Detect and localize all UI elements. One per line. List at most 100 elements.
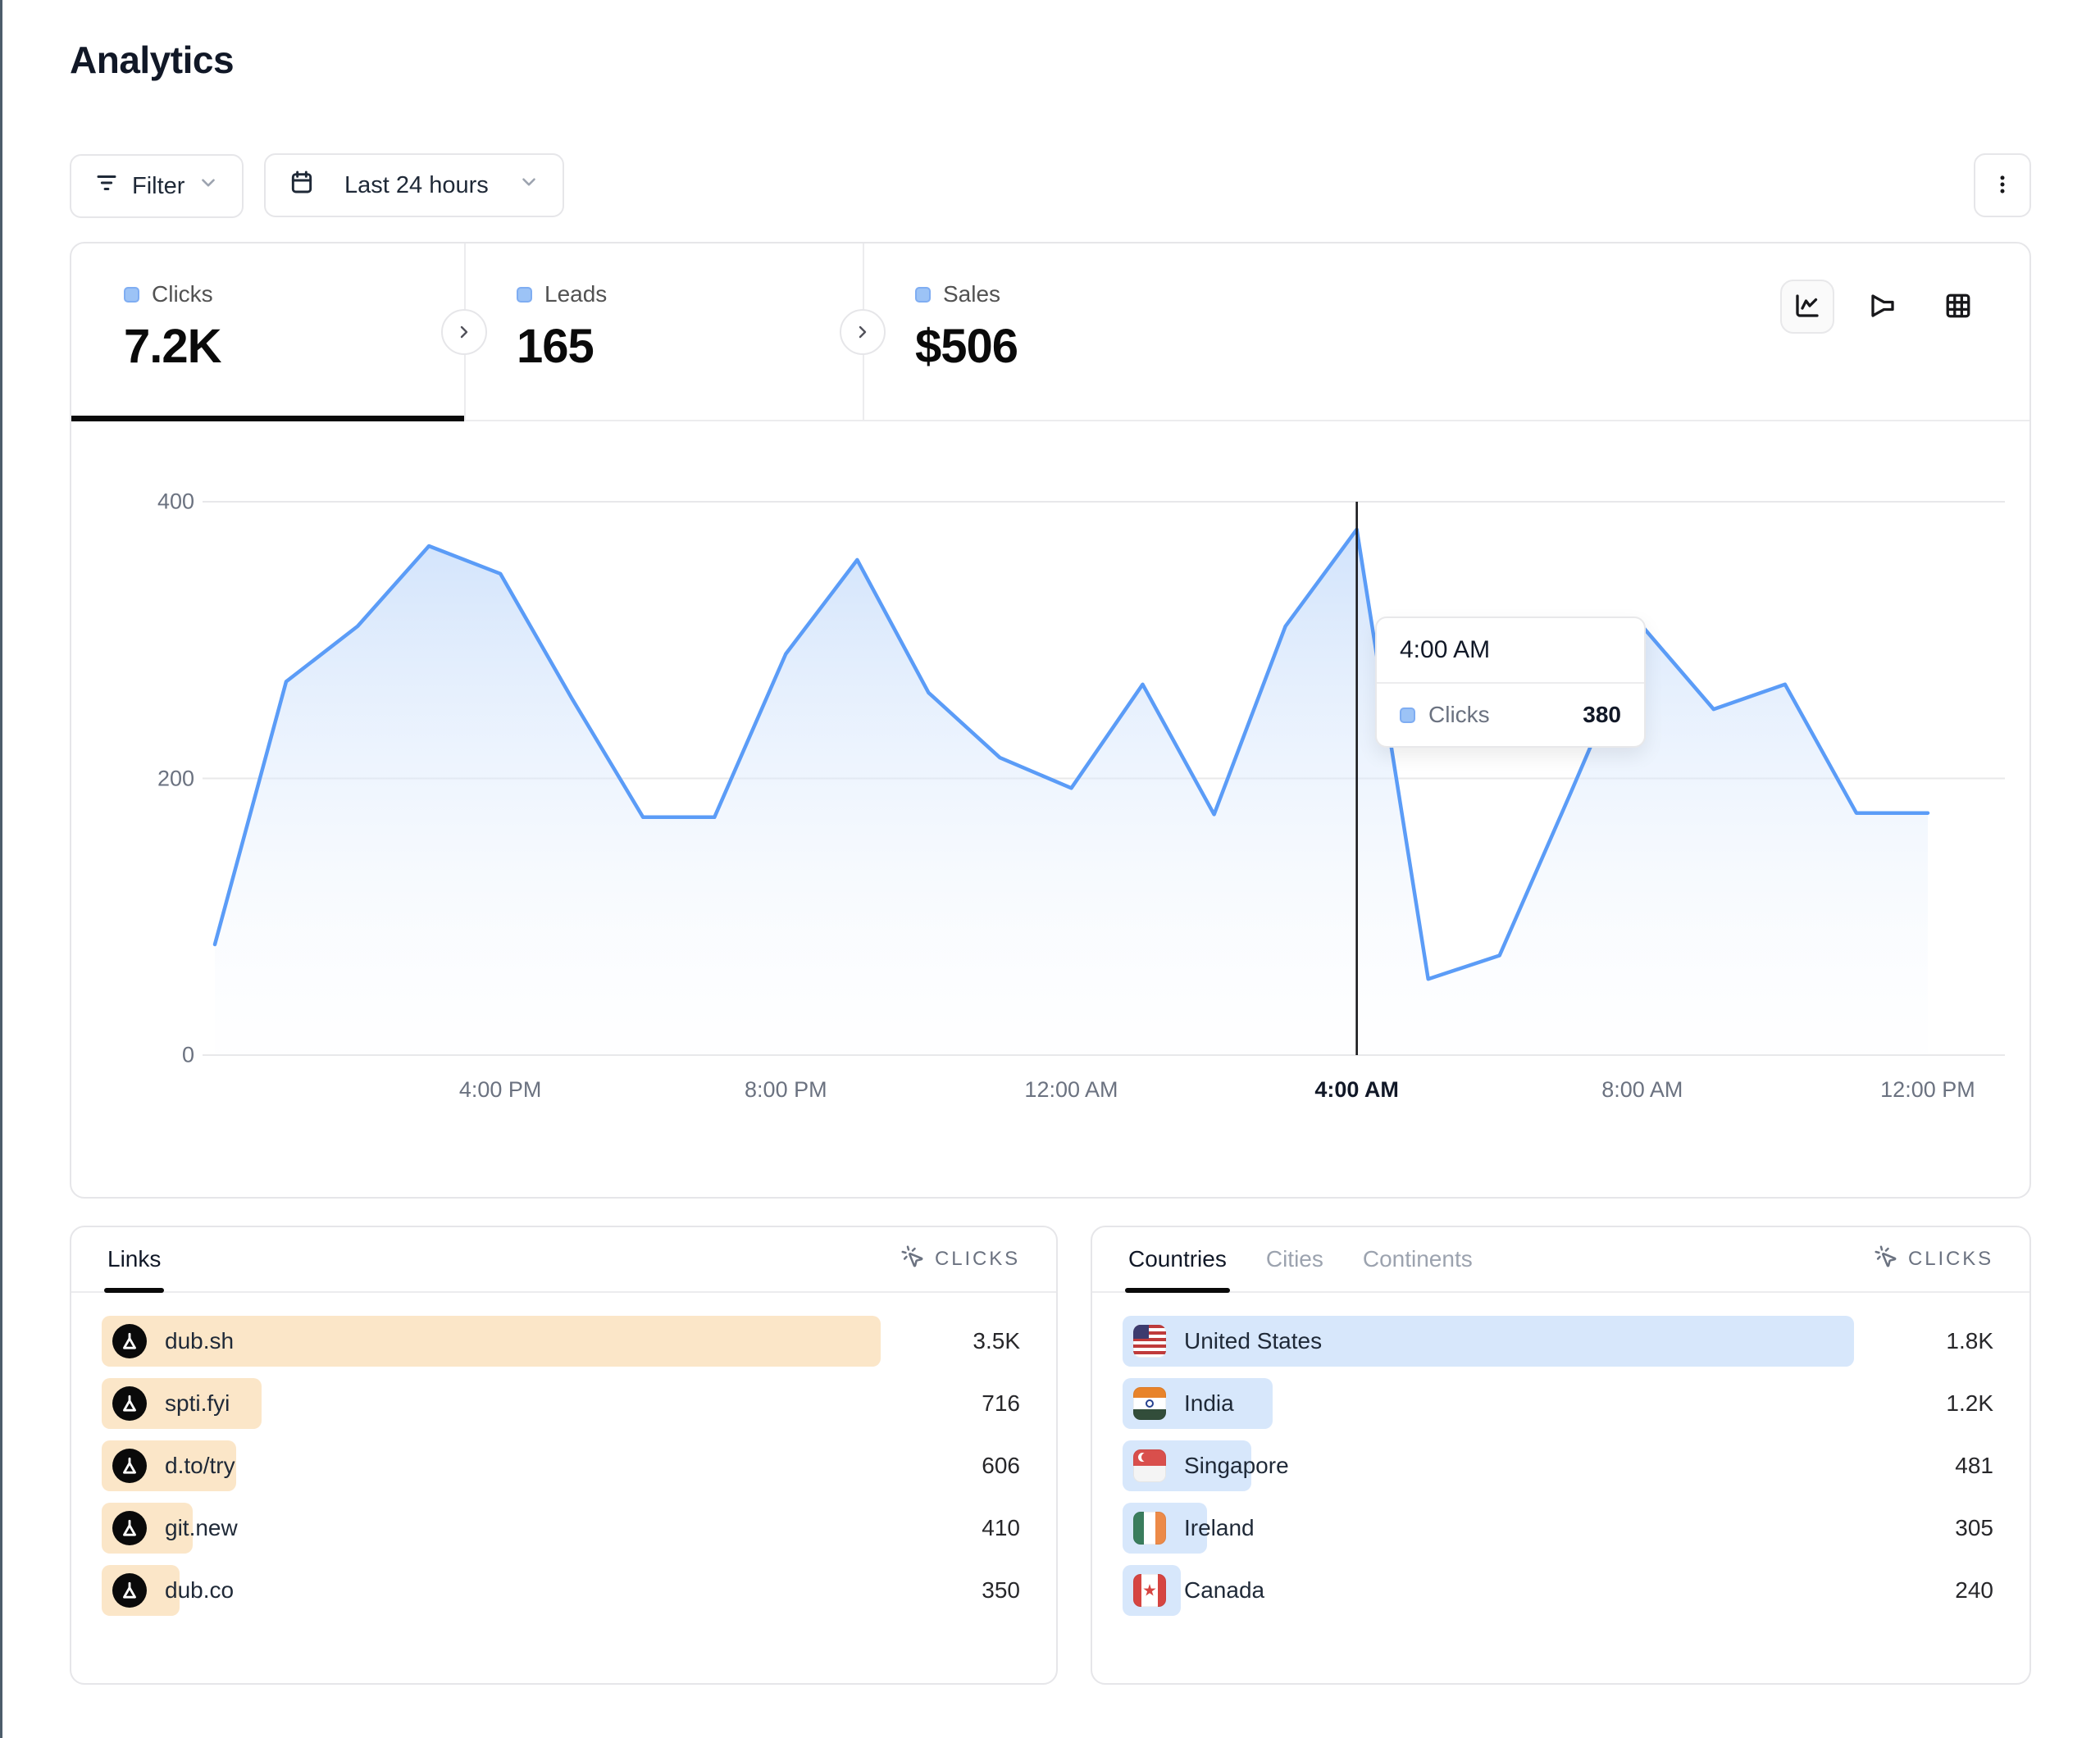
dub-logo-icon [112, 1573, 147, 1608]
date-range-label: Last 24 hours [344, 171, 489, 198]
item-label: United States [1184, 1328, 1323, 1354]
item-label: dub.sh [165, 1328, 235, 1354]
item-value: 606 [982, 1453, 1020, 1478]
y-axis-tick: 400 [157, 489, 194, 514]
clicks-area-chart[interactable]: 0 200 400 4:00 PM 8:00 PM 12:00 AM 4:00 AM 8:0… [71, 421, 2029, 1197]
item-value: 481 [1955, 1453, 1993, 1478]
countries-panel-header: Countries Cities Continents CLICKS [1092, 1227, 2029, 1293]
flag-ca-icon [1133, 1574, 1166, 1607]
flag-in-icon [1133, 1387, 1166, 1420]
date-range-button[interactable]: Last 24 hours [263, 153, 564, 217]
chevron-down-icon [518, 171, 540, 199]
item-label: dub.co [165, 1577, 235, 1603]
toolbar: Filter Last 24 hours [70, 153, 2031, 218]
item-label: spti.fyi [165, 1390, 230, 1416]
links-metric-label: CLICKS [935, 1248, 1020, 1270]
table-view-button[interactable] [1931, 280, 1985, 334]
x-axis-tick: 4:00 PM [458, 1077, 542, 1102]
x-axis-tick: 4:00 AM [1314, 1077, 1399, 1102]
list-item-dub-sh[interactable]: dub.sh 3.5K [102, 1316, 1020, 1367]
tooltip-value: 380 [1583, 702, 1621, 727]
list-item-git-new[interactable]: git.new 410 [102, 1503, 1020, 1554]
flag-sg-icon [1133, 1449, 1166, 1482]
expand-clicks-chevron-button[interactable] [441, 308, 487, 355]
item-value: 350 [982, 1577, 1020, 1603]
filter-button-label: Filter [132, 172, 185, 199]
value-bar [1123, 1316, 1854, 1367]
item-label: d.to/try [165, 1453, 235, 1478]
analytics-chart-card: Clicks 7.2K Leads 165 Sales $506 [70, 242, 2031, 1199]
links-tabs: Links [103, 1227, 165, 1293]
item-value: 240 [1955, 1577, 1993, 1603]
item-value: 3.5K [973, 1328, 1020, 1354]
list-item-india[interactable]: India 1.2K [1123, 1378, 1993, 1429]
list-item-ireland[interactable]: Ireland 305 [1123, 1503, 1993, 1554]
stat-value: 7.2K [124, 320, 222, 373]
tab-links[interactable]: Links [103, 1227, 165, 1293]
tooltip-time: 4:00 AM [1400, 636, 1491, 663]
table-grid-icon [1943, 291, 1973, 323]
sales-legend-swatch [915, 286, 931, 303]
x-axis-tick: 8:00 AM [1601, 1077, 1683, 1102]
links-rows: dub.sh 3.5K spti.fyi 716 d.to/try 606 gi… [71, 1293, 1056, 1616]
page-title: Analytics [70, 39, 235, 81]
stat-label: Clicks [152, 281, 213, 307]
tooltip-series-label: Clicks [1428, 702, 1490, 727]
line-chart-view-button[interactable] [1780, 280, 1834, 334]
flag-ie-icon [1133, 1512, 1166, 1545]
tab-cities[interactable]: Cities [1265, 1246, 1323, 1272]
y-axis-tick: 0 [181, 1042, 194, 1067]
item-value: 410 [982, 1515, 1020, 1540]
item-label: Ireland [1184, 1515, 1255, 1540]
clicks-legend-swatch [124, 286, 139, 303]
geo-tabs: Countries Cities Continents [1125, 1227, 1473, 1293]
window-edge-strip [0, 0, 2, 1738]
list-item-spti-fyi[interactable]: spti.fyi 716 [102, 1378, 1020, 1429]
links-metric[interactable]: CLICKS [900, 1244, 1020, 1275]
geo-metric[interactable]: CLICKS [1874, 1244, 1993, 1275]
chevron-down-icon [198, 172, 219, 200]
flag-us-icon [1133, 1325, 1166, 1358]
list-item-canada[interactable]: Canada 240 [1123, 1565, 1993, 1616]
stat-label: Leads [544, 281, 608, 307]
stat-label: Sales [943, 281, 1001, 307]
expand-leads-chevron-button[interactable] [840, 308, 886, 355]
stat-tab-sales[interactable]: Sales $506 [863, 243, 1289, 420]
item-value: 716 [982, 1390, 1020, 1416]
cursor-click-icon [900, 1244, 925, 1275]
funnel-chart-icon [1868, 291, 1897, 323]
y-axis-tick: 200 [157, 766, 194, 790]
geo-metric-label: CLICKS [1908, 1248, 1993, 1270]
filter-button[interactable]: Filter [70, 154, 244, 218]
item-label: Canada [1184, 1577, 1265, 1603]
line-chart-icon [1793, 291, 1822, 323]
stat-value: 165 [517, 320, 594, 373]
links-panel-header: Links CLICKS [71, 1227, 1056, 1293]
cursor-click-icon [1874, 1244, 1898, 1275]
item-label: git.new [165, 1515, 238, 1540]
tab-countries[interactable]: Countries [1125, 1227, 1230, 1293]
dub-logo-icon [112, 1511, 147, 1545]
item-value: 1.8K [1946, 1328, 1993, 1354]
item-value: 1.2K [1946, 1390, 1993, 1416]
list-item-singapore[interactable]: Singapore 481 [1123, 1440, 1993, 1491]
list-item-dub-co[interactable]: dub.co 350 [102, 1565, 1020, 1616]
item-label: Singapore [1184, 1453, 1289, 1478]
tab-continents[interactable]: Continents [1362, 1246, 1473, 1272]
funnel-chart-view-button[interactable] [1856, 280, 1910, 334]
dub-logo-icon [112, 1449, 147, 1483]
x-axis-tick: 8:00 PM [745, 1077, 827, 1102]
stat-value: $506 [915, 320, 1018, 373]
value-bar [102, 1316, 881, 1367]
x-axis-tick: 12:00 PM [1880, 1077, 1975, 1102]
stat-tab-clicks[interactable]: Clicks 7.2K [71, 243, 464, 420]
tooltip-legend-swatch [1400, 707, 1415, 723]
list-item-d-to-try[interactable]: d.to/try 606 [102, 1440, 1020, 1491]
active-stat-underline [71, 416, 464, 421]
filter-lines-icon [94, 171, 119, 202]
list-item-united-states[interactable]: United States 1.8K [1123, 1316, 1993, 1367]
stat-tab-leads[interactable]: Leads 165 [464, 243, 863, 420]
x-axis-tick: 12:00 AM [1024, 1077, 1118, 1102]
more-options-button[interactable] [1974, 153, 2031, 217]
leads-legend-swatch [517, 286, 532, 303]
